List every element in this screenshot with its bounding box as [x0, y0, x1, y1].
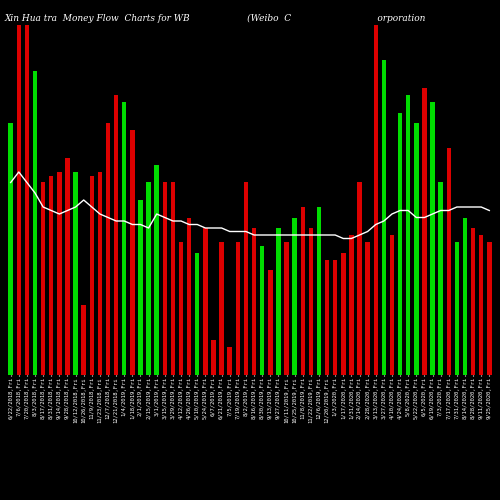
- Bar: [187, 218, 192, 375]
- Bar: [74, 172, 78, 375]
- Bar: [170, 182, 175, 375]
- Bar: [203, 228, 207, 375]
- Bar: [325, 260, 330, 375]
- Bar: [154, 165, 159, 375]
- Bar: [82, 305, 86, 375]
- Bar: [374, 25, 378, 375]
- Bar: [228, 347, 232, 375]
- Bar: [341, 252, 345, 375]
- Bar: [446, 148, 451, 375]
- Bar: [430, 102, 435, 375]
- Bar: [33, 70, 37, 375]
- Bar: [487, 242, 492, 375]
- Bar: [90, 176, 94, 375]
- Bar: [162, 182, 167, 375]
- Bar: [8, 123, 13, 375]
- Bar: [398, 112, 402, 375]
- Bar: [41, 182, 46, 375]
- Bar: [333, 260, 338, 375]
- Bar: [220, 242, 224, 375]
- Bar: [382, 60, 386, 375]
- Bar: [349, 235, 354, 375]
- Bar: [300, 207, 305, 375]
- Bar: [463, 218, 467, 375]
- Bar: [244, 182, 248, 375]
- Bar: [414, 123, 418, 375]
- Bar: [57, 172, 62, 375]
- Bar: [236, 242, 240, 375]
- Bar: [106, 123, 110, 375]
- Bar: [366, 242, 370, 375]
- Bar: [358, 182, 362, 375]
- Bar: [268, 270, 272, 375]
- Bar: [24, 25, 29, 375]
- Bar: [471, 228, 476, 375]
- Bar: [195, 252, 200, 375]
- Bar: [292, 218, 297, 375]
- Bar: [260, 246, 264, 375]
- Bar: [114, 95, 118, 375]
- Bar: [146, 182, 151, 375]
- Bar: [252, 228, 256, 375]
- Bar: [16, 25, 21, 375]
- Bar: [406, 95, 410, 375]
- Bar: [479, 235, 484, 375]
- Bar: [422, 88, 426, 375]
- Bar: [438, 182, 443, 375]
- Bar: [316, 207, 321, 375]
- Bar: [284, 242, 288, 375]
- Bar: [49, 176, 54, 375]
- Bar: [308, 228, 313, 375]
- Bar: [454, 242, 459, 375]
- Bar: [98, 172, 102, 375]
- Bar: [138, 200, 142, 375]
- Bar: [65, 158, 70, 375]
- Bar: [212, 340, 216, 375]
- Bar: [390, 235, 394, 375]
- Bar: [122, 102, 126, 375]
- Bar: [130, 130, 134, 375]
- Text: Xin Hua tra  Money Flow  Charts for WB                    (Weibo  C             : Xin Hua tra Money Flow Charts for WB (We…: [5, 14, 426, 23]
- Bar: [276, 228, 280, 375]
- Bar: [179, 242, 184, 375]
